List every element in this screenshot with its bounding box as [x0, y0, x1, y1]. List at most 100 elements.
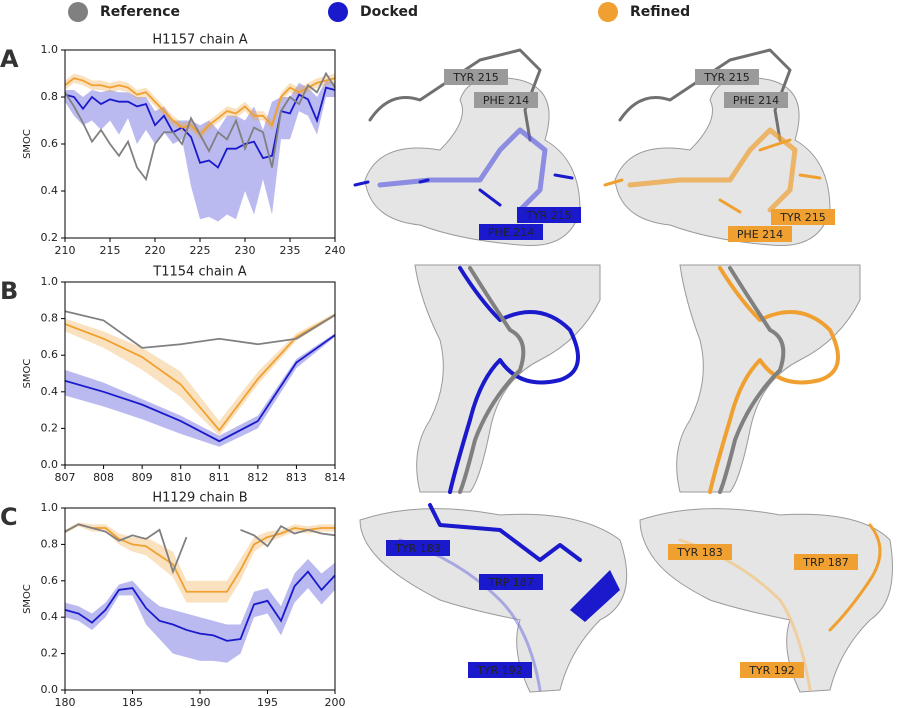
confidence-band	[65, 558, 335, 663]
reference-backbone	[368, 48, 542, 142]
confidence-band	[65, 73, 335, 140]
label-box	[695, 69, 759, 85]
label-box	[724, 92, 788, 108]
x-tick-label: 225	[190, 244, 211, 257]
label-box	[728, 226, 792, 242]
residue-label: TYR 192	[476, 664, 523, 677]
panel-letter: A	[0, 45, 19, 73]
x-tick-label: 200	[325, 696, 346, 708]
y-tick-label: 1.0	[41, 501, 59, 514]
label-box	[794, 554, 858, 570]
confidence-band	[65, 522, 335, 603]
x-tick-label: 809	[132, 471, 153, 484]
y-tick-label: 0.6	[41, 574, 59, 587]
y-axis-label: SMOC	[22, 129, 33, 159]
residue-label: TYR 215	[452, 71, 499, 84]
chart-title: T1154 chain A	[152, 265, 246, 280]
refined-sidechain	[603, 138, 822, 214]
x-tick-label: 180	[55, 696, 76, 708]
x-tick-label: 812	[247, 471, 268, 484]
y-tick-label: 0.6	[41, 137, 59, 150]
label-box	[771, 209, 835, 225]
label-box	[668, 544, 732, 560]
y-axis-label: SMOC	[22, 359, 33, 389]
legend-marker	[328, 2, 348, 22]
docked-sidechain	[353, 173, 574, 207]
y-tick-label: 0.0	[41, 683, 59, 696]
residue-label: TYR 215	[525, 209, 572, 222]
refined-backbone	[708, 266, 840, 494]
reference-backbone	[718, 266, 786, 494]
residue-label: TYR 215	[779, 211, 826, 224]
y-tick-label: 0.4	[41, 184, 59, 197]
x-tick-label: 814	[325, 471, 346, 484]
legend-marker	[68, 2, 88, 22]
x-tick-label: 210	[55, 244, 76, 257]
x-tick-label: 220	[145, 244, 166, 257]
docked-backbone	[377, 127, 548, 213]
x-tick-label: 230	[235, 244, 256, 257]
label-box	[479, 574, 543, 590]
y-tick-label: 0.4	[41, 610, 59, 623]
series-line	[64, 314, 336, 432]
confidence-band	[65, 313, 335, 436]
residue-label: TYR 183	[676, 546, 723, 559]
residue-label: PHE 214	[733, 94, 779, 107]
residue-label: PHE 214	[483, 94, 529, 107]
residue-label: TYR 183	[394, 542, 441, 555]
series-line	[64, 334, 336, 443]
y-tick-label: 0.2	[41, 231, 59, 244]
residue-label: PHE 214	[488, 226, 534, 239]
label-box	[740, 662, 804, 678]
y-axis-label: SMOC	[22, 584, 33, 614]
legend-label: Reference	[100, 4, 180, 20]
reference-backbone	[618, 48, 792, 142]
y-tick-label: 0.8	[41, 90, 59, 103]
y-tick-label: 0.8	[41, 312, 59, 325]
x-tick-label: 813	[286, 471, 307, 484]
label-box	[386, 540, 450, 556]
density-map	[676, 264, 861, 493]
x-tick-label: 807	[55, 471, 76, 484]
x-tick-label: 240	[325, 244, 346, 257]
panel-letter: C	[0, 503, 18, 531]
refined-backbone	[627, 127, 798, 213]
residue-label: TYR 215	[703, 71, 750, 84]
density-map	[414, 264, 601, 493]
x-tick-label: 190	[190, 696, 211, 708]
x-tick-label: 808	[93, 471, 114, 484]
series-line	[64, 570, 336, 642]
label-box	[444, 69, 508, 85]
y-tick-label: 0.0	[41, 458, 59, 471]
confidence-band	[65, 80, 335, 222]
label-box	[468, 662, 532, 678]
docked-backbone	[448, 266, 580, 494]
y-tick-label: 0.2	[41, 421, 59, 434]
legend-marker	[598, 2, 618, 22]
label-box	[517, 207, 581, 223]
y-tick-label: 0.4	[41, 385, 59, 398]
legend-label: Refined	[630, 4, 690, 20]
x-tick-label: 185	[122, 696, 143, 708]
x-tick-label: 811	[209, 471, 230, 484]
structure-images	[353, 48, 893, 693]
plot-frame	[64, 281, 336, 466]
y-tick-label: 0.2	[41, 647, 59, 660]
confidence-band	[65, 333, 335, 447]
series-line	[64, 523, 336, 575]
x-tick-label: 235	[280, 244, 301, 257]
label-box	[474, 92, 538, 108]
refined-backbone	[828, 523, 882, 632]
chart-title: H1129 chain B	[152, 491, 247, 506]
y-tick-label: 0.8	[41, 537, 59, 550]
residue-label: TYR 192	[748, 664, 795, 677]
reference-backbone	[458, 266, 526, 494]
x-tick-label: 810	[170, 471, 191, 484]
label-box	[479, 224, 543, 240]
series-line	[64, 310, 336, 349]
series-line	[64, 71, 336, 182]
series-line	[64, 523, 335, 593]
residue-label: TRP 187	[802, 556, 849, 569]
legend-label: Docked	[360, 4, 418, 20]
